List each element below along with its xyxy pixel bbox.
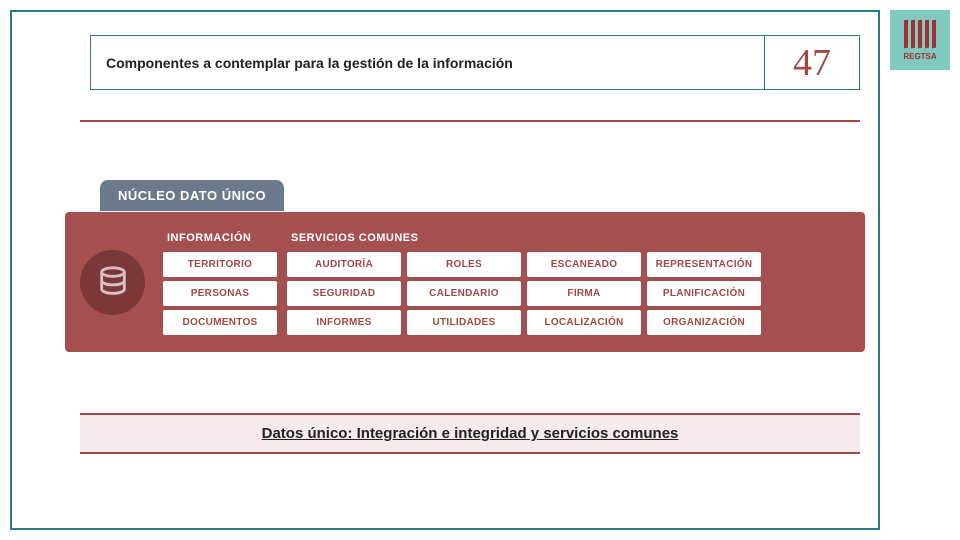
service-cell: ESCANEADO <box>527 252 641 277</box>
page-number: 47 <box>765 35 860 90</box>
service-cell: CALENDARIO <box>407 281 521 306</box>
footer-text: Datos único: Integración e integridad y … <box>262 425 679 442</box>
service-cell: PLANIFICACIÓN <box>647 281 761 306</box>
service-row: SEGURIDAD CALENDARIO FIRMA PLANIFICACIÓN <box>287 281 761 306</box>
service-cell: SEGURIDAD <box>287 281 401 306</box>
service-cell: ORGANIZACIÓN <box>647 310 761 335</box>
divider-top <box>80 120 860 122</box>
services-column: SERVICIOS COMUNES AUDITORÍA ROLES ESCANE… <box>287 230 761 335</box>
service-cell: REPRESENTACIÓN <box>647 252 761 277</box>
logo-bars-icon <box>904 20 936 48</box>
service-cell: LOCALIZACIÓN <box>527 310 641 335</box>
service-cell: FIRMA <box>527 281 641 306</box>
database-icon <box>80 250 145 315</box>
diagram: NÚCLEO DATO ÚNICO INFORMACIÓN TERRITORIO… <box>65 180 865 355</box>
service-row: AUDITORÍA ROLES ESCANEADO REPRESENTACIÓN <box>287 252 761 277</box>
diagram-columns: INFORMACIÓN TERRITORIO PERSONAS DOCUMENT… <box>163 230 761 335</box>
services-header: SERVICIOS COMUNES <box>287 230 761 248</box>
info-cell: PERSONAS <box>163 281 277 306</box>
info-cell: TERRITORIO <box>163 252 277 277</box>
footer-band: Datos único: Integración e integridad y … <box>80 413 860 454</box>
header-row: Componentes a contemplar para la gestión… <box>90 35 860 90</box>
logo: REGTSA <box>890 10 950 70</box>
service-cell: ROLES <box>407 252 521 277</box>
info-column: INFORMACIÓN TERRITORIO PERSONAS DOCUMENT… <box>163 230 277 335</box>
diagram-tab: NÚCLEO DATO ÚNICO <box>100 180 284 211</box>
service-cell: INFORMES <box>287 310 401 335</box>
info-header: INFORMACIÓN <box>163 230 277 248</box>
service-row: INFORMES UTILIDADES LOCALIZACIÓN ORGANIZ… <box>287 310 761 335</box>
logo-text: REGTSA <box>903 52 936 61</box>
slide-title: Componentes a contemplar para la gestión… <box>90 35 765 90</box>
service-cell: UTILIDADES <box>407 310 521 335</box>
service-cell: AUDITORÍA <box>287 252 401 277</box>
diagram-body: INFORMACIÓN TERRITORIO PERSONAS DOCUMENT… <box>65 212 865 352</box>
info-cell: DOCUMENTOS <box>163 310 277 335</box>
